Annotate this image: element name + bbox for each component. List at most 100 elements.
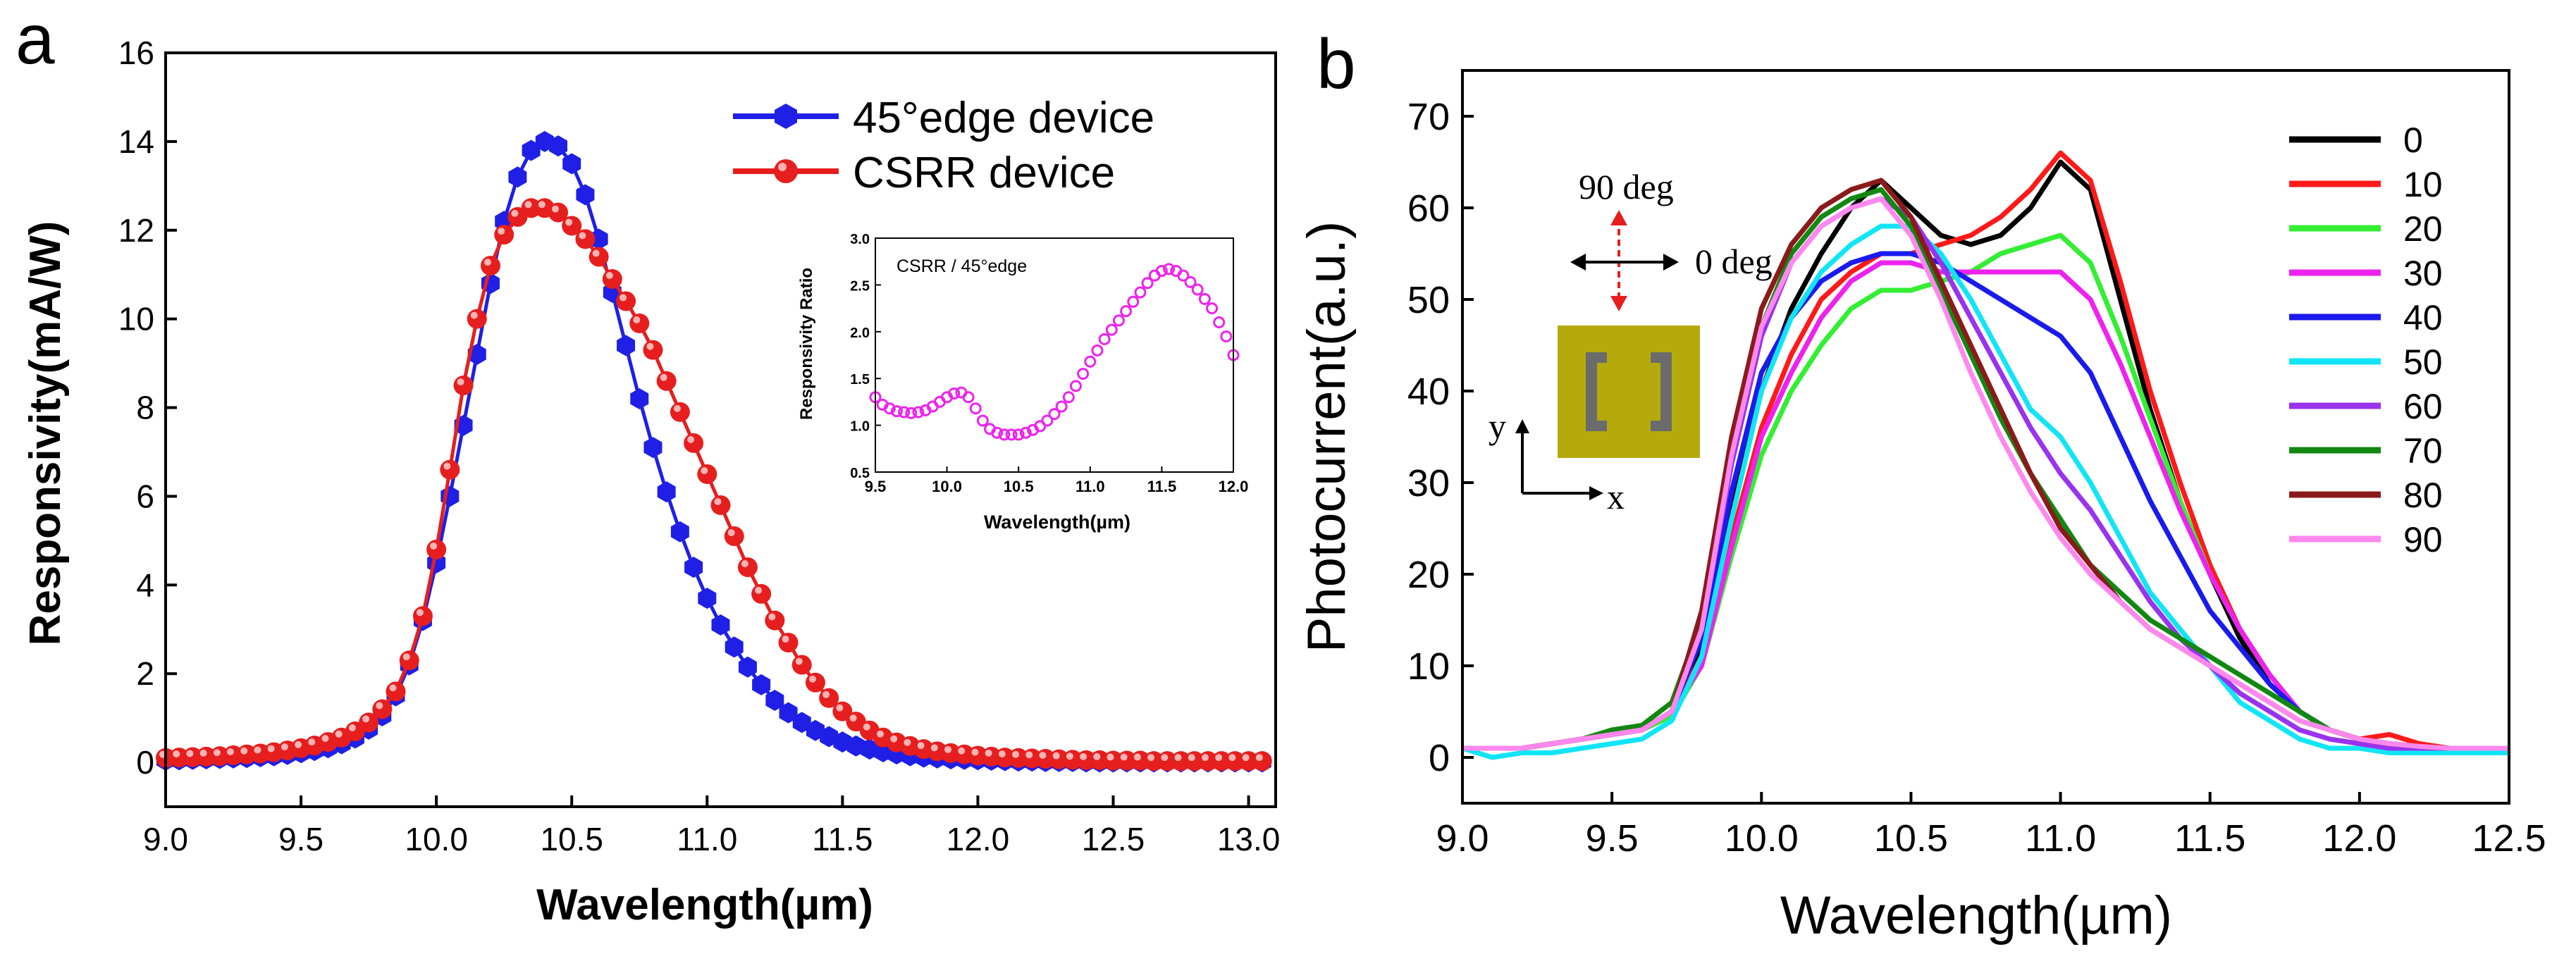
data-point-csrr-highlight (498, 228, 505, 235)
data-point-csrr-highlight (240, 747, 248, 755)
panel-b-ylabel: Photocurrent(a.u.) (1297, 221, 1357, 653)
inset-data-point (991, 426, 1004, 439)
inset-ytick-label: 2.5 (850, 278, 870, 294)
inset-data-point (898, 406, 911, 419)
data-point-csrr (399, 650, 419, 671)
panel-b-xtick-label: 12.5 (2472, 817, 2546, 860)
data-point-45edge (752, 674, 771, 695)
legend-label-angle-0: 0 (2403, 120, 2423, 160)
data-point-csrr-highlight (511, 209, 519, 217)
data-point-csrr-highlight (958, 747, 966, 755)
inset-data-point (1041, 414, 1054, 427)
panel-b-ytick-label: 50 (1407, 279, 1450, 321)
data-point-csrr-highlight (402, 653, 410, 661)
data-point-45edge (657, 481, 676, 503)
data-point-csrr-highlight (281, 743, 288, 751)
data-point-csrr (670, 402, 690, 422)
data-point-45edge (738, 656, 757, 678)
legend-label-angle-80: 80 (2403, 476, 2443, 515)
data-point-45edge (549, 135, 568, 157)
legend-label-angle-70: 70 (2403, 431, 2443, 471)
panel-a-xtick-label: 12.5 (1082, 821, 1145, 857)
inset-data-point (1191, 283, 1204, 296)
legend-label-csrr: CSRR device (853, 149, 1115, 197)
panel-a-ytick-label: 0 (136, 744, 154, 781)
data-point-csrr-highlight (362, 715, 370, 723)
data-point-csrr-highlight (552, 205, 560, 213)
panel-a-label: a (16, 0, 55, 79)
data-point-csrr-highlight (295, 740, 302, 748)
data-point-csrr-highlight (1107, 753, 1114, 761)
data-point-csrr (697, 464, 717, 484)
panel-a: a Responsivity(mA/W) Wavelength(µm) 9.0 9… (16, 0, 1280, 929)
data-point-csrr-highlight (755, 586, 763, 594)
csrr-right-bracket (1651, 352, 1672, 431)
inset-data-point (1220, 330, 1233, 342)
data-point-csrr-highlight (173, 750, 180, 758)
data-point-csrr-highlight (1025, 751, 1033, 759)
data-point-csrr-highlight (335, 730, 343, 738)
data-point-csrr-highlight (876, 730, 884, 738)
data-point-csrr (588, 247, 609, 267)
panel-b-xtick-label: 10.0 (1725, 817, 1799, 860)
panel-a-xtick-label: 11.0 (677, 821, 737, 857)
inset-points (869, 263, 1240, 441)
data-point-csrr-highlight (1255, 754, 1263, 762)
inset-annotation: CSRR / 45°edge (896, 256, 1027, 276)
data-point-csrr-highlight (687, 435, 695, 443)
csrr-left-bracket (1586, 352, 1607, 431)
data-point-csrr-highlight (538, 201, 546, 209)
pol-90-arrowhead-up (1610, 210, 1627, 225)
data-point-csrr (724, 526, 744, 547)
series-line-45edge (165, 140, 1262, 764)
data-point-csrr-highlight (620, 294, 627, 302)
pol-0-arrowhead-right (1663, 254, 1679, 271)
legend-label-angle-40: 40 (2403, 298, 2443, 337)
panel-b-ticks: 9.0 9.5 10.0 10.5 11.0 11.5 12.0 12.5 0 10 20 30 40 5… (1407, 96, 2546, 860)
data-point-45edge (576, 184, 595, 206)
data-point-csrr (616, 291, 636, 311)
data-point-csrr (372, 699, 393, 719)
pol-0-label: 0 deg (1695, 242, 1773, 281)
data-point-csrr (643, 340, 663, 360)
legend-label-angle-60: 60 (2403, 387, 2443, 426)
data-point-csrr-highlight (565, 218, 573, 226)
inset-data-point (1177, 269, 1190, 282)
data-point-csrr-highlight (1201, 754, 1209, 762)
data-point-csrr-highlight (1228, 754, 1236, 762)
panel-b-xtick-label: 9.0 (1436, 817, 1489, 860)
inset-data-point (976, 414, 989, 427)
data-point-csrr (765, 610, 785, 631)
inset-ticks: 9.5 10.0 10.5 11.0 11.5 12.0 0.5 1.0 1.5 2.0 2.5 3.… (850, 232, 1248, 495)
data-point-csrr-highlight (1052, 752, 1060, 760)
inset-data-point (1048, 408, 1061, 421)
panel-b-xlabel: Wavelength(µm) (1780, 886, 2172, 946)
panel-a-ytick-label: 8 (136, 390, 154, 426)
panel-a-ytick-label: 6 (136, 478, 154, 514)
series-line-angle-60 (1462, 196, 2509, 751)
data-point-csrr-highlight (836, 704, 844, 712)
panel-b-ytick-label: 30 (1407, 462, 1450, 504)
data-point-45edge (643, 437, 663, 459)
data-point-csrr (791, 655, 812, 675)
data-point-csrr-highlight (714, 498, 722, 505)
data-point-csrr-highlight (1093, 752, 1101, 760)
panel-b-xtick-label: 11.5 (2174, 817, 2245, 860)
data-point-csrr (467, 309, 487, 329)
panel-a-xtick-label: 12.0 (947, 821, 1010, 857)
inset-data-point (1198, 292, 1211, 305)
inset-data-point (1091, 344, 1104, 357)
data-point-csrr-highlight (673, 404, 681, 412)
data-point-csrr-highlight (186, 750, 194, 757)
data-point-csrr-highlight (1188, 754, 1195, 762)
data-point-csrr (440, 459, 460, 480)
data-point-45edge (508, 166, 527, 188)
panel-b-xtick-label: 12.0 (2322, 817, 2396, 860)
data-point-csrr-highlight (849, 714, 857, 722)
data-point-csrr-highlight (321, 735, 329, 743)
inset-ytick-label: 3.0 (850, 232, 870, 247)
data-point-45edge (589, 228, 608, 250)
data-point-csrr (710, 495, 731, 515)
panel-b-label: b (1317, 25, 1356, 104)
